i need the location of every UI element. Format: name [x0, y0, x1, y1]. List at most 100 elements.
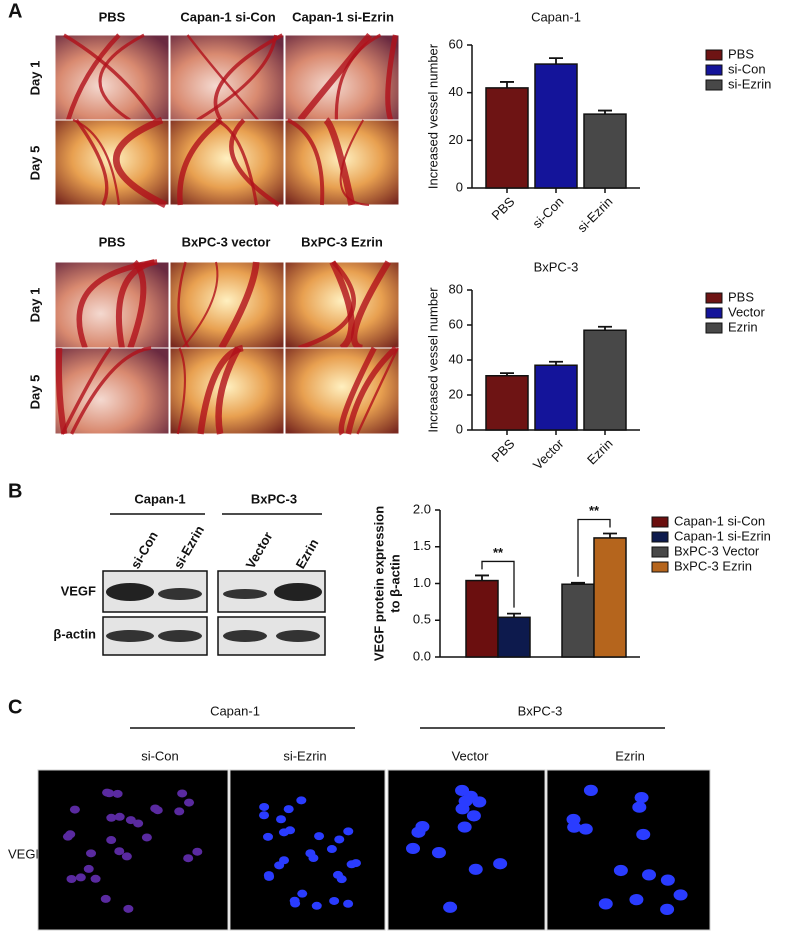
- column-label: si-Con: [141, 748, 179, 763]
- chart-title: Capan-1: [531, 9, 581, 24]
- vessel: [65, 33, 121, 121]
- nucleus: [632, 801, 647, 813]
- y-axis-title: VEGF protein expression: [371, 506, 386, 661]
- nucleus: [660, 903, 675, 915]
- column-label: Ezrin: [615, 748, 645, 763]
- blot: [102, 570, 326, 656]
- error-bar: [571, 581, 585, 585]
- vessel: [338, 346, 377, 436]
- error-bar: [500, 372, 514, 376]
- legend-label: si-Con: [728, 61, 766, 76]
- nucleus: [660, 874, 675, 886]
- legend-label: PBS: [728, 289, 754, 304]
- bar: [583, 113, 627, 189]
- nucleus: [69, 805, 80, 814]
- error-bar: [500, 81, 514, 88]
- legend-swatch: [705, 322, 723, 334]
- vessel: [329, 260, 355, 351]
- chart-title: BxPC-3: [534, 259, 579, 274]
- vessel: [218, 261, 260, 350]
- nucleus: [100, 894, 111, 903]
- photo-grid: [54, 32, 400, 436]
- nucleus: [114, 847, 125, 856]
- nucleus: [629, 894, 644, 906]
- legend-label: BxPC-3 Ezrin: [674, 558, 752, 573]
- nucleus: [279, 856, 290, 865]
- legend-swatch: [651, 531, 669, 543]
- nucleus: [114, 812, 125, 821]
- lane-label: si-Ezrin: [171, 523, 207, 571]
- nucleus: [296, 796, 307, 805]
- nucleus: [276, 815, 287, 824]
- lane-label: Ezrin: [293, 536, 322, 571]
- vessel: [70, 346, 152, 435]
- bar: [583, 329, 627, 431]
- legend-label: Ezrin: [728, 319, 758, 334]
- nucleus: [141, 833, 152, 842]
- vessel: [55, 347, 68, 435]
- column-label: si-Ezrin: [283, 748, 326, 763]
- nucleus: [458, 795, 473, 807]
- y-tick-label: 40: [449, 351, 463, 366]
- nucleus: [121, 852, 132, 861]
- vessel: [186, 34, 260, 121]
- nucleus: [184, 798, 195, 807]
- legend-label: Capan-1 si-Ezrin: [674, 528, 771, 543]
- photo: [54, 347, 170, 435]
- significance-bracket: [577, 518, 611, 577]
- nucleus: [192, 847, 203, 856]
- nucleus: [259, 811, 270, 820]
- nucleus: [329, 896, 340, 905]
- legend-label: BxPC-3 Vector: [674, 543, 760, 558]
- error-bar: [549, 360, 563, 366]
- legend-swatch: [705, 307, 723, 319]
- row-label: Day 5: [27, 375, 42, 410]
- y-tick-label: 0.5: [413, 612, 431, 627]
- legend-swatch: [651, 516, 669, 528]
- legend-swatch: [651, 546, 669, 558]
- significance-bracket: [481, 560, 515, 608]
- nucleus: [583, 784, 598, 796]
- x-tick-label: si-Ezrin: [574, 194, 615, 235]
- nucleus: [642, 869, 657, 881]
- lane-label: Vector: [243, 529, 276, 571]
- vessel: [215, 346, 242, 435]
- x-tick-label: Ezrin: [584, 436, 616, 468]
- column-label: Capan-1 si-Con: [180, 9, 275, 24]
- photo: [169, 347, 285, 435]
- nucleus: [314, 832, 325, 841]
- nucleus: [174, 807, 185, 816]
- vessel: [60, 346, 113, 435]
- bar: [534, 63, 578, 189]
- nucleus: [326, 845, 337, 854]
- panel-label: C: [8, 696, 22, 718]
- nucleus: [613, 864, 628, 877]
- nucleus: [472, 796, 487, 808]
- bar: [593, 537, 627, 658]
- group-label: BxPC-3: [251, 491, 297, 506]
- nucleus: [634, 791, 649, 804]
- y-axis-title: Increased vessel number: [425, 287, 440, 433]
- nucleus: [311, 901, 322, 910]
- bar: [465, 579, 499, 658]
- row-label: Day 1: [27, 61, 42, 96]
- micrograph-grid: [37, 769, 711, 931]
- vessel: [177, 117, 223, 206]
- legend-label: PBS: [728, 46, 754, 61]
- y-tick-label: 80: [449, 281, 463, 296]
- nucleus: [259, 802, 270, 811]
- nucleus: [673, 889, 688, 901]
- y-axis-title: Increased vessel number: [425, 43, 440, 189]
- vessel: [196, 34, 278, 122]
- vessel: [323, 117, 356, 206]
- error-bar: [549, 57, 563, 65]
- nucleus: [152, 806, 163, 815]
- nucleus: [104, 789, 115, 798]
- row-label: β-actin: [53, 626, 96, 641]
- nucleus: [297, 889, 308, 898]
- nucleus: [468, 863, 483, 875]
- nucleus: [285, 826, 296, 835]
- y-tick-label: 0.0: [413, 648, 431, 663]
- nucleus: [466, 810, 481, 822]
